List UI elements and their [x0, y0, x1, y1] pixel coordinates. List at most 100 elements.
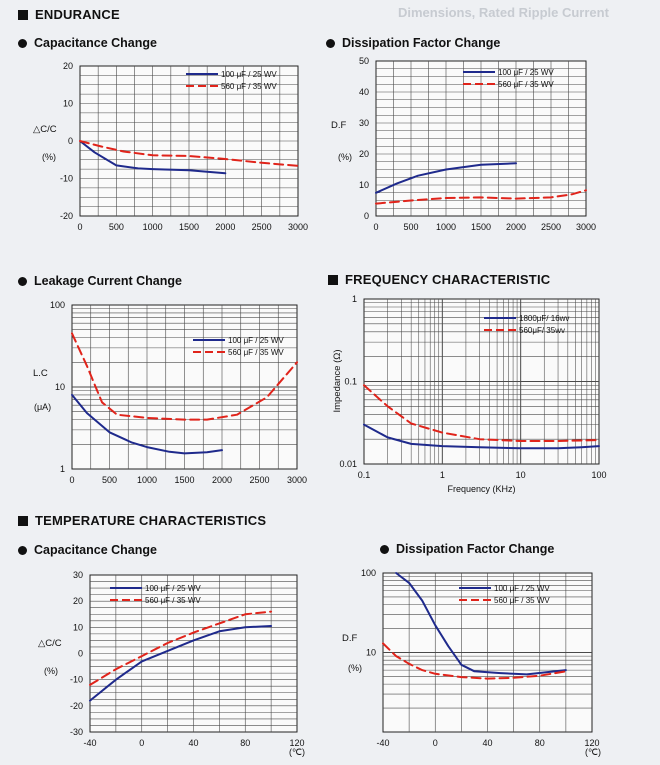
endurance-df-chart: 0 500 1000 1500 2000 2500 3000 0 10 20 30 40 50 D.F (%… [331, 56, 596, 232]
frequency-xlabel: Frequency (KHz) [447, 484, 515, 494]
frequency-ytick-label: 1 [352, 294, 357, 304]
temp-df-yunit: (%) [348, 663, 362, 673]
endurance-df-ytick-label: 40 [359, 87, 369, 97]
endurance-cap-legend-label: 100 μF / 25 WV [221, 70, 277, 79]
temp-cap-xunit: (℃) [289, 747, 305, 757]
round-bullet-icon [380, 544, 389, 554]
temp-cap-ylabel: △C/C [38, 638, 62, 649]
temp-df-xtick-label: 0 [433, 738, 438, 748]
temp-df-xtick-label: 40 [482, 738, 492, 748]
frequency-xtick-label: 0.1 [358, 470, 371, 480]
frequency-grid [364, 299, 599, 464]
endurance-cap-series-a-line [79, 140, 227, 175]
temp-cap-chart: -40 0 40 80 120 -30 -20 -10 0 10 20 30 △C/C (%) (℃) 100… [38, 570, 305, 757]
leakage-ytick-label: 10 [55, 382, 65, 392]
temp-df-xtick-label: -40 [376, 738, 389, 748]
temp-cap-xtick-label: 80 [240, 738, 250, 748]
temp-df-series-b-line [382, 642, 567, 680]
endurance-cap-xtick-label: 3000 [288, 222, 308, 232]
leakage-ytick-label: 1 [60, 464, 65, 474]
leakage-chart: 0 500 1000 1500 2000 2500 3000 1 10 100 L.C (μA) 100… [33, 300, 307, 485]
frequency-legend-label: 1800μF/ 16wv [519, 314, 569, 323]
endurance-df-ytick-label: 20 [359, 149, 369, 159]
leakage-legend-label: 100 μF / 25 WV [228, 336, 284, 345]
temp-df-ytick-label: 100 [361, 568, 376, 578]
leakage-series-b-line [71, 332, 298, 421]
temp-cap-legend-label: 100 μF / 25 WV [145, 584, 201, 593]
leakage-legend-label: 560 μF / 35 WV [228, 348, 284, 357]
frequency-xtick-label: 1 [440, 470, 445, 480]
endurance-cap-ytick-label: -10 [60, 174, 73, 184]
square-bullet-icon [18, 515, 28, 526]
endurance-df-xtick-label: 0 [373, 222, 378, 232]
temp-df-chart: -40 0 40 80 120 10 100 D.F (%) (℃) 100 μF / 25 WV 5… [342, 568, 601, 757]
temp-cap-yunit: (%) [44, 666, 58, 676]
endurance-df-xtick-label: 1500 [471, 222, 491, 232]
leakage-xtick-label: 2000 [212, 475, 232, 485]
frequency-xtick-label: 100 [591, 470, 606, 480]
endurance-cap-series-b-line [79, 140, 299, 167]
endurance-cap-ytick-label: 10 [63, 99, 73, 109]
temp-df-legend-label: 560 μF / 35 WV [494, 596, 550, 605]
leakage-series-a-line [71, 393, 223, 455]
temp-cap-xtick-label: -40 [83, 738, 96, 748]
round-bullet-icon [326, 38, 335, 48]
endurance-df-ytick-label: 10 [359, 180, 369, 190]
temp-cap-xtick-label: 40 [188, 738, 198, 748]
temp-cap-title: Capacitance Change [18, 543, 157, 557]
temp-df-xtick-label: 120 [584, 738, 599, 748]
temp-cap-ytick-label: -30 [70, 727, 83, 737]
frequency-ytick-label: 0.01 [339, 459, 357, 469]
round-bullet-icon [18, 545, 27, 555]
endurance-df-ylabel: D.F [331, 120, 347, 131]
leakage-xtick-label: 500 [102, 475, 117, 485]
endurance-df-ytick-label: 50 [359, 56, 369, 66]
round-bullet-icon [18, 38, 27, 48]
temp-cap-grid [90, 575, 297, 732]
leakage-title-label: Leakage Current Change [34, 274, 182, 288]
endurance-cap-xtick-label: 500 [109, 222, 124, 232]
temp-cap-ytick-label: 10 [73, 622, 83, 632]
endurance-df-title: Dissipation Factor Change [326, 36, 500, 50]
endurance-df-xtick-label: 2000 [506, 222, 526, 232]
temperature-heading: TEMPERATURE CHARACTERISTICS [18, 513, 266, 528]
endurance-cap-legend-label: 560 μF / 35 WV [221, 82, 277, 91]
temp-cap-xtick-label: 0 [139, 738, 144, 748]
frequency-series-b-line [363, 384, 600, 442]
endurance-cap-ytick-label: 0 [68, 136, 73, 146]
leakage-ytick-label: 100 [50, 300, 65, 310]
endurance-cap-xtick-label: 1500 [179, 222, 199, 232]
temp-df-xunit: (℃) [585, 747, 601, 757]
frequency-ylabel: Impedance (Ω) [332, 349, 343, 412]
temp-cap-ytick-label: -10 [70, 675, 83, 685]
temp-cap-ytick-label: 0 [78, 649, 83, 659]
endurance-cap-xtick-label: 0 [77, 222, 82, 232]
frequency-legend-label: 560μF/ 35wv [519, 326, 565, 335]
background-show-through-text: Dimensions, Rated Ripple Current [398, 5, 609, 20]
endurance-df-ytick-label: 30 [359, 118, 369, 128]
temp-cap-series-b-line [89, 610, 273, 686]
endurance-df-series-a-line [375, 162, 517, 194]
frequency-xtick-label: 10 [516, 470, 526, 480]
endurance-cap-xtick-label: 1000 [143, 222, 163, 232]
temp-df-ylabel: D.F [342, 633, 358, 644]
endurance-df-xtick-label: 2500 [541, 222, 561, 232]
endurance-cap-yunit: (%) [42, 152, 56, 162]
endurance-df-legend-label: 560 μF / 35 WV [498, 80, 554, 89]
endurance-cap-grid [80, 66, 298, 216]
endurance-cap-title: Capacitance Change [18, 36, 157, 50]
endurance-heading: ENDURANCE [18, 7, 120, 22]
endurance-df-yunit: (%) [338, 152, 352, 162]
temperature-heading-label: TEMPERATURE CHARACTERISTICS [35, 513, 267, 528]
leakage-xtick-label: 0 [69, 475, 74, 485]
frequency-heading: FREQUENCY CHARACTERISTIC [328, 272, 550, 287]
temp-df-title-label: Dissipation Factor Change [396, 542, 555, 556]
square-bullet-icon [18, 9, 28, 20]
temp-cap-ytick-label: 20 [73, 596, 83, 606]
temp-df-ytick-label: 10 [366, 648, 376, 658]
endurance-df-xtick-label: 3000 [576, 222, 596, 232]
temp-cap-ytick-label: -20 [70, 701, 83, 711]
frequency-series-a-line [363, 423, 600, 450]
endurance-cap-title-label: Capacitance Change [34, 36, 157, 50]
